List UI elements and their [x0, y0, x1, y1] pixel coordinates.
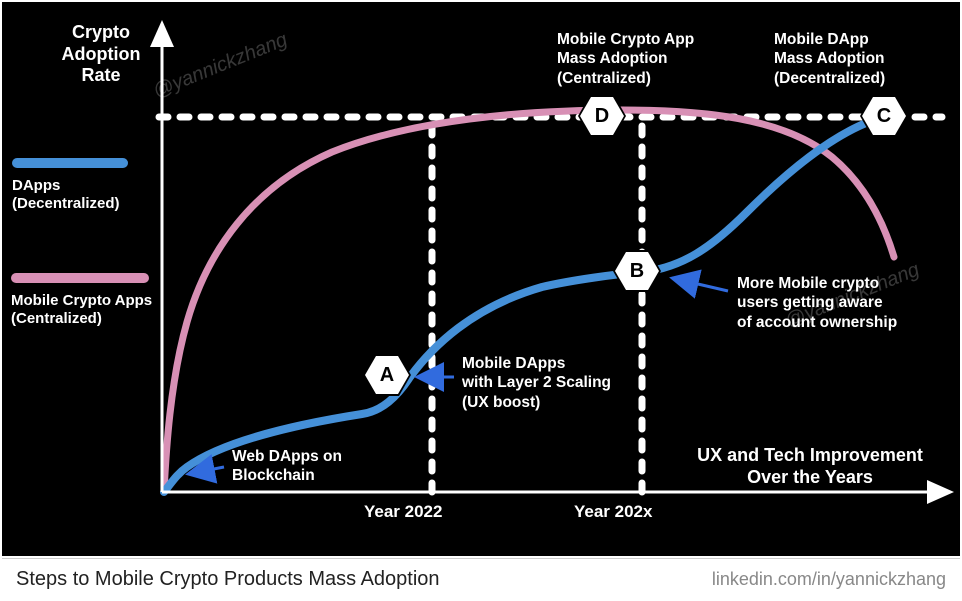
- hex-c-label: C: [862, 97, 906, 135]
- anno-d-l1: Mobile Crypto App: [557, 30, 694, 49]
- y-axis-label-l1: Crypto: [42, 22, 160, 44]
- anno-web-l1: Web DApps on: [232, 447, 342, 466]
- legend-mobile-label: Mobile Crypto Apps (Centralized): [11, 292, 152, 328]
- anno-a-l2: with Layer 2 Scaling: [462, 373, 611, 392]
- x-axis-label-l2: Over the Years: [690, 467, 930, 489]
- anno-c-l2: Mass Adoption: [774, 49, 885, 68]
- anno-b-l2: users getting aware: [737, 293, 897, 312]
- anno-d-l2: Mass Adoption: [557, 49, 694, 68]
- caption-link: linkedin.com/in/yannickzhang: [712, 569, 946, 590]
- hex-b-label: B: [615, 252, 659, 290]
- legend-mobile-l1: Mobile Crypto Apps: [11, 292, 152, 310]
- legend-mobile-swatch: [11, 273, 149, 283]
- anno-a-label: Mobile DApps with Layer 2 Scaling (UX bo…: [462, 354, 611, 412]
- caption-title: Steps to Mobile Crypto Products Mass Ado…: [16, 568, 440, 591]
- legend-dapps-l2: (Decentralized): [12, 195, 120, 213]
- chart-area: @yannickzhang @yannickzhang Crypto Adopt…: [2, 2, 960, 556]
- anno-b-l1: More Mobile crypto: [737, 274, 897, 293]
- anno-b-label: More Mobile crypto users getting aware o…: [737, 274, 897, 332]
- anno-b-l3: of account ownership: [737, 313, 897, 332]
- x-axis-label: UX and Tech Improvement Over the Years: [690, 445, 930, 488]
- legend-dapps-swatch: [12, 158, 128, 168]
- hex-a-label: A: [365, 356, 409, 394]
- caption-bar: Steps to Mobile Crypto Products Mass Ado…: [2, 558, 960, 599]
- anno-d-label: Mobile Crypto App Mass Adoption (Central…: [557, 30, 694, 88]
- anno-web-l2: Blockchain: [232, 466, 342, 485]
- hex-d-label: D: [580, 97, 624, 135]
- legend-dapps-label: DApps (Decentralized): [12, 177, 120, 213]
- anno-c-label: Mobile DApp Mass Adoption (Decentralized…: [774, 30, 885, 88]
- anno-a-l3: (UX boost): [462, 393, 611, 412]
- legend-mobile-l2: (Centralized): [11, 310, 152, 328]
- x-axis-label-l1: UX and Tech Improvement: [690, 445, 930, 467]
- y-axis-label: Crypto Adoption Rate: [42, 22, 160, 87]
- year-2022-label: Year 2022: [364, 502, 442, 522]
- y-axis-label-l2: Adoption Rate: [42, 44, 160, 87]
- anno-c-l1: Mobile DApp: [774, 30, 885, 49]
- anno-c-l3: (Decentralized): [774, 69, 885, 88]
- anno-d-l3: (Centralized): [557, 69, 694, 88]
- legend-dapps-l1: DApps: [12, 177, 120, 195]
- anno-a-l1: Mobile DApps: [462, 354, 611, 373]
- year-202x-label: Year 202x: [574, 502, 652, 522]
- anno-web-label: Web DApps on Blockchain: [232, 447, 342, 486]
